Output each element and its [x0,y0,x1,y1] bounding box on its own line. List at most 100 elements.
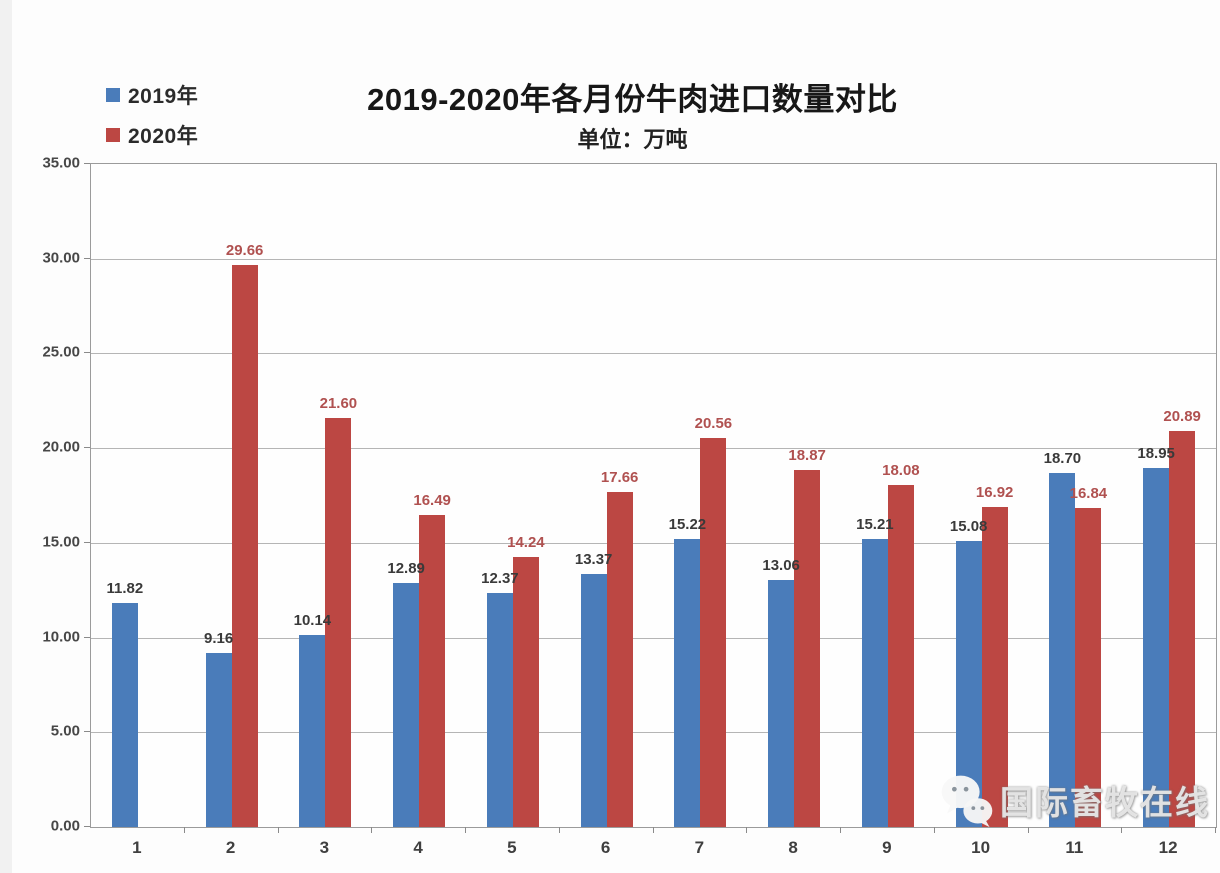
bar-value-2019年-month-12: 18.95 [1137,445,1175,463]
y-tick-mark [84,352,90,354]
y-tick-label-15.00: 15.00 [42,533,80,551]
bar-2019年-month-12 [1143,468,1170,827]
legend-swatch-2020-icon [106,128,120,142]
x-tick-label-2: 2 [225,838,236,857]
x-tick-mark [1215,827,1216,833]
y-tick-label-35.00: 35.00 [42,154,80,172]
legend-item-2019: 2019年 [106,82,198,108]
bar-value-2019年-month-5: 12.37 [481,569,519,587]
bar-2020年-month-10 [981,506,1008,827]
bar-value-2019年-month-10: 15.08 [949,518,988,536]
gridline-10.00 [91,637,1216,639]
x-tick-mark [183,827,185,833]
bar-value-2019年-month-9: 15.21 [856,515,894,533]
bar-value-2019年-month-7: 15.22 [668,515,707,533]
y-tick-mark [84,447,90,449]
bar-value-2020年-month-5: 14.24 [507,534,545,552]
y-tick-mark [84,826,90,827]
bar-2020年-month-2 [231,265,258,827]
bar-2019年-month-8 [768,579,795,827]
legend-label-2020: 2020年 [128,125,199,148]
y-tick-label-5.00: 5.00 [50,722,80,740]
bar-2020年-month-6 [606,492,633,827]
gridline-30.00 [91,258,1216,260]
y-tick-label-20.00: 20.00 [42,438,80,456]
y-tick-label-30.00: 30.00 [42,249,80,267]
y-tick-label-0.00: 0.00 [50,817,80,835]
bar-2019年-month-4 [393,582,420,827]
bar-2020年-month-9 [887,484,914,827]
bar-value-2020年-month-3: 21.60 [319,394,358,412]
bar-value-2020年-month-9: 18.08 [882,461,920,479]
gridline-20.00 [91,448,1216,450]
y-tick-mark [84,257,90,259]
bar-value-2019年-month-8: 13.06 [762,556,800,574]
legend: 2019年 2020年 [106,82,198,162]
chart-title: 2019-2020年各月份牛肉进口数量对比 [367,82,898,117]
bar-value-2020年-month-8: 18.87 [788,446,826,464]
plot-area: 11.82 9.16 29.66 10.14 21.60 12.89 16.49 12.37 1… [90,163,1217,828]
bar-2019年-month-3 [299,634,326,827]
watermark-text: 国际畜牧在线 [1000,784,1210,821]
legend-label-2019: 2019年 [128,85,199,108]
x-tick-label-12: 12 [1158,838,1178,857]
x-tick-mark [465,827,466,833]
x-tick-mark [840,827,841,833]
x-tick-label-5: 5 [507,838,517,857]
y-tick-mark [84,541,90,543]
bar-2020年-month-5 [512,557,539,827]
y-tick-mark [84,636,90,638]
x-tick-label-6: 6 [600,838,611,857]
bar-2019年-month-7 [674,538,701,827]
x-tick-label-1: 1 [132,838,142,857]
x-tick-mark [558,827,560,833]
x-tick-label-7: 7 [694,838,705,857]
bar-value-2020年-month-2: 29.66 [225,242,264,260]
x-tick-label-10: 10 [971,838,991,857]
x-tick-mark [1027,827,1029,833]
x-tick-label-3: 3 [319,838,330,857]
bar-value-2020年-month-4: 16.49 [413,491,451,509]
bar-2019年-month-11 [1049,472,1076,827]
y-tick-mark [84,163,90,164]
bar-2019年-month-6 [580,573,607,827]
bar-value-2019年-month-6: 13.37 [574,550,613,568]
chart-subtitle: 单位：万吨 [577,127,688,152]
gridline-15.00 [91,542,1216,544]
y-tick-mark [84,731,90,733]
x-tick-mark [933,827,935,833]
bar-2020年-month-8 [794,469,821,827]
x-tick-label-4: 4 [413,838,423,857]
bar-2020年-month-11 [1075,508,1102,827]
wechat-icon [941,775,993,828]
bar-value-2020年-month-10: 16.92 [975,483,1014,501]
bar-2019年-month-9 [861,538,888,827]
x-tick-label-9: 9 [882,838,892,857]
bar-value-2020年-month-7: 20.56 [694,414,733,432]
bar-value-2020年-month-6: 17.66 [600,469,639,487]
bar-2020年-month-7 [700,437,727,827]
bar-value-2019年-month-3: 10.14 [293,611,332,629]
y-tick-label-25.00: 25.00 [42,343,80,361]
bar-2020年-month-3 [325,417,352,827]
x-tick-mark [277,827,279,833]
bar-2019年-month-5 [486,592,513,827]
x-tick-mark [371,827,373,833]
bar-value-2019年-month-1: 11.82 [106,580,144,598]
bar-2019年-month-1 [111,603,138,827]
bar-value-2020年-month-11: 16.84 [1069,485,1108,503]
gridline-25.00 [91,353,1216,355]
bar-value-2019年-month-11: 18.70 [1043,449,1082,467]
y-tick-label-10.00: 10.00 [42,628,80,646]
bar-2020年-month-12 [1169,431,1196,827]
bar-value-2020年-month-12: 20.89 [1163,408,1201,426]
bar-2020年-month-4 [419,514,446,827]
x-tick-mark [652,827,654,833]
watermark: 国际畜牧在线 [938,772,1210,828]
x-tick-label-11: 11 [1065,838,1084,857]
x-tick-mark [1121,827,1123,833]
page-left-edge [0,0,12,873]
legend-item-2020: 2020年 [106,122,198,148]
legend-swatch-2019-icon [106,88,120,102]
